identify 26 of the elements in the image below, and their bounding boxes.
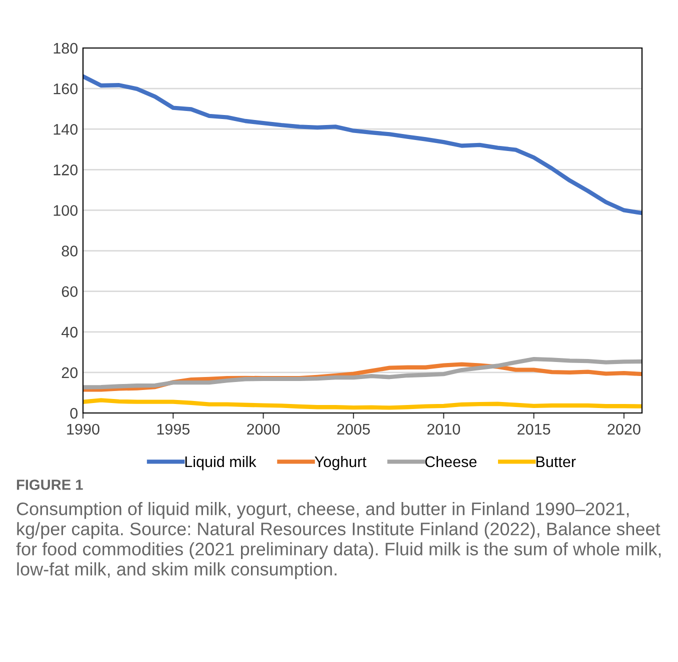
y-tick-label: 20 bbox=[62, 367, 78, 378]
x-tick-label: 2005 bbox=[337, 424, 370, 435]
y-tick-label: 40 bbox=[62, 326, 78, 338]
x-tick-label: 1995 bbox=[157, 424, 190, 435]
legend-label: Butter bbox=[536, 456, 576, 468]
text: FIGURE 1 bbox=[16, 480, 83, 490]
legend-label: Yoghurt bbox=[314, 456, 366, 470]
y-tick-label: 140 bbox=[54, 124, 78, 135]
line-series bbox=[83, 398, 642, 410]
x-tick-label: 2000 bbox=[247, 424, 280, 435]
line-series bbox=[83, 356, 642, 390]
x-tick-label: 2010 bbox=[427, 424, 460, 435]
text: Consumption of liquid milk, yogurt, cheese, and butter in Finland 1990–2021, kg/per capita. Source: Natural Resources Institute Finland (2022), Balance sheet for food commodities (2021 preliminary data). Fluid milk is the sum of whole milk, low-fat milk, and skim milk consumption. bbox=[16, 502, 661, 580]
legend-label: Cheese bbox=[425, 456, 477, 468]
x-tick-label: 2015 bbox=[518, 424, 550, 435]
x-tick-label: 2020 bbox=[608, 424, 640, 435]
y-tick-label: 60 bbox=[62, 286, 78, 298]
y-tick-label: 100 bbox=[54, 205, 78, 216]
y-tick-label: 80 bbox=[62, 246, 78, 256]
y-tick-label: 160 bbox=[54, 83, 78, 94]
x-tick-label: 1990 bbox=[67, 424, 100, 435]
legend-label: Liquid milk bbox=[185, 456, 256, 470]
y-tick-label: 120 bbox=[54, 164, 78, 176]
line-series bbox=[83, 74, 642, 216]
y-tick-label: 0 bbox=[70, 408, 78, 419]
y-tick-label: 180 bbox=[54, 42, 78, 54]
